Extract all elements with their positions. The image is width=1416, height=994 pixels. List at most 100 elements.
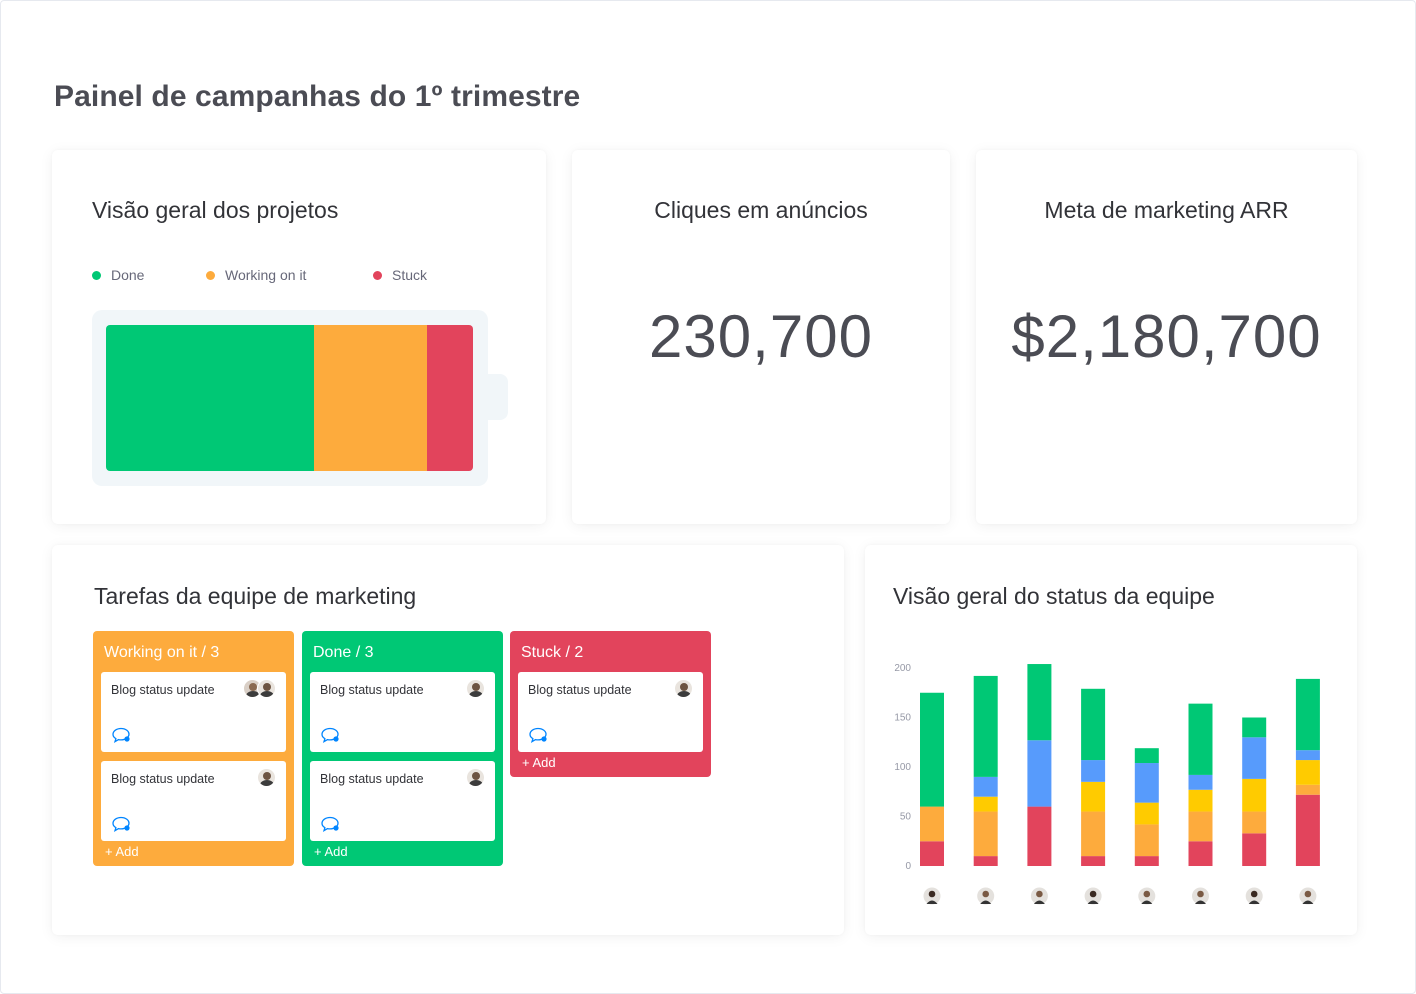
- add-task-button[interactable]: + Add: [105, 844, 139, 859]
- battery-segment-done: [106, 325, 315, 471]
- task-card[interactable]: Blog status update: [310, 761, 495, 841]
- y-tick-label: 0: [905, 861, 911, 872]
- task-title: Blog status update: [320, 772, 424, 786]
- column-header: Done / 3: [313, 644, 374, 661]
- bar-segment[interactable]: [1134, 763, 1159, 803]
- kanban-column[interactable]: Done / 3 Blog status update Blog status up…: [302, 631, 503, 866]
- task-title: Blog status update: [111, 683, 215, 697]
- y-tick-label: 150: [894, 713, 911, 724]
- chat-bubble-icon[interactable]: [111, 727, 130, 743]
- bar-segment[interactable]: [973, 856, 998, 866]
- arr-number: $2,180,700: [1011, 303, 1322, 370]
- bar-segment[interactable]: [1134, 824, 1159, 857]
- battery-segment-stuck: [426, 325, 473, 471]
- bar-segment[interactable]: [973, 796, 998, 812]
- projects-overview-widget[interactable]: Visão geral dos projetos Done Working on…: [52, 150, 546, 524]
- bar-segment[interactable]: [1295, 678, 1320, 751]
- member-avatar[interactable]: [1137, 886, 1157, 906]
- chat-bubble-icon[interactable]: [111, 816, 130, 832]
- bar-segment[interactable]: [1242, 833, 1267, 866]
- bar-segment[interactable]: [1188, 841, 1213, 866]
- bar-segment[interactable]: [1242, 717, 1267, 738]
- working-dot-icon: [206, 270, 215, 280]
- legend-item-working: Working on it: [206, 267, 306, 283]
- add-task-button[interactable]: + Add: [314, 844, 348, 859]
- member-avatar[interactable]: [1029, 886, 1049, 906]
- chat-bubble-icon[interactable]: [320, 816, 339, 832]
- avatar[interactable]: [466, 679, 485, 698]
- y-tick-label: 50: [900, 812, 912, 823]
- bar-segment[interactable]: [1295, 760, 1320, 785]
- legend-item-done: Done: [92, 267, 144, 283]
- bar-segment[interactable]: [1081, 811, 1106, 857]
- bar-segment[interactable]: [973, 675, 998, 777]
- battery-segment-working-on-it: [314, 325, 427, 471]
- bar-segment[interactable]: [1134, 802, 1159, 825]
- ad-clicks-widget[interactable]: Cliques em anúncios 230,700: [572, 150, 950, 524]
- bar-segment[interactable]: [1242, 811, 1267, 834]
- legend-label: Done: [111, 267, 145, 283]
- task-title: Blog status update: [528, 683, 632, 697]
- add-task-button[interactable]: + Add: [522, 755, 556, 770]
- widget-title: Visão geral dos projetos: [92, 197, 339, 223]
- task-card[interactable]: Blog status update: [101, 761, 286, 841]
- battery-cap: [488, 374, 508, 420]
- bar-segment[interactable]: [1188, 774, 1213, 790]
- kanban-column[interactable]: Stuck / 2 Blog status update + Add: [510, 631, 711, 777]
- member-avatar[interactable]: [1244, 886, 1264, 906]
- arr-goal-widget[interactable]: Meta de marketing ARR $2,180,700: [976, 150, 1357, 524]
- bar-segment[interactable]: [973, 811, 998, 857]
- bar-segment[interactable]: [1188, 789, 1213, 812]
- bar-segment[interactable]: [1027, 740, 1052, 807]
- bar-segment[interactable]: [920, 841, 944, 866]
- chat-bubble-icon[interactable]: [528, 727, 547, 743]
- member-avatar[interactable]: [922, 886, 942, 906]
- bar-segment[interactable]: [1134, 856, 1159, 866]
- task-assignees[interactable]: [466, 679, 485, 698]
- task-card[interactable]: Blog status update: [310, 672, 495, 752]
- bar-segment[interactable]: [1134, 748, 1159, 764]
- bar-segment[interactable]: [1188, 811, 1213, 842]
- team-status-chart: 0 50 100 150 200: [894, 663, 1320, 906]
- task-card[interactable]: Blog status update: [518, 672, 703, 752]
- marketing-tasks-widget[interactable]: Tarefas da equipe de marketing Working o…: [52, 545, 844, 935]
- avatar[interactable]: [466, 768, 485, 787]
- task-title: Blog status update: [320, 683, 424, 697]
- task-card[interactable]: Blog status update: [101, 672, 286, 752]
- legend-item-stuck: Stuck: [373, 267, 427, 283]
- bar-segment[interactable]: [1188, 703, 1213, 775]
- bar-segment[interactable]: [1081, 781, 1106, 812]
- bar-segment[interactable]: [973, 776, 998, 797]
- avatar[interactable]: [257, 679, 276, 698]
- y-tick-label: 100: [894, 762, 911, 773]
- member-avatar[interactable]: [976, 886, 996, 906]
- bar-segment[interactable]: [1081, 688, 1106, 761]
- bar-segment[interactable]: [1081, 760, 1106, 782]
- task-assignees[interactable]: [466, 768, 485, 787]
- bar-segment[interactable]: [1027, 664, 1052, 741]
- avatar[interactable]: [674, 679, 693, 698]
- clicks-number: 230,700: [649, 303, 873, 370]
- team-status-widget[interactable]: Visão geral do status da equipe 0 50 100 15…: [865, 545, 1357, 935]
- avatar[interactable]: [257, 768, 276, 787]
- bar-segment[interactable]: [1295, 750, 1320, 761]
- bar-segment[interactable]: [1242, 737, 1267, 779]
- bar-segment[interactable]: [920, 692, 944, 807]
- bar-segment[interactable]: [1242, 778, 1267, 812]
- member-avatar[interactable]: [1083, 886, 1103, 906]
- legend-label: Working on it: [225, 267, 307, 283]
- member-avatar[interactable]: [1191, 886, 1210, 906]
- task-assignees[interactable]: [674, 679, 693, 698]
- chat-bubble-icon[interactable]: [320, 727, 339, 743]
- bar-segment[interactable]: [1027, 806, 1052, 866]
- widget-title: Tarefas da equipe de marketing: [94, 583, 417, 609]
- kanban-column[interactable]: Working on it / 3 Blog status update Blog …: [93, 631, 294, 866]
- bar-segment[interactable]: [1081, 856, 1106, 866]
- member-avatar[interactable]: [1298, 886, 1318, 906]
- task-assignees[interactable]: [257, 768, 276, 787]
- column-header: Working on it / 3: [104, 644, 220, 661]
- bar-segment[interactable]: [1295, 784, 1320, 795]
- bar-segment[interactable]: [920, 806, 944, 842]
- task-assignees[interactable]: [243, 679, 276, 698]
- bar-segment[interactable]: [1295, 794, 1320, 866]
